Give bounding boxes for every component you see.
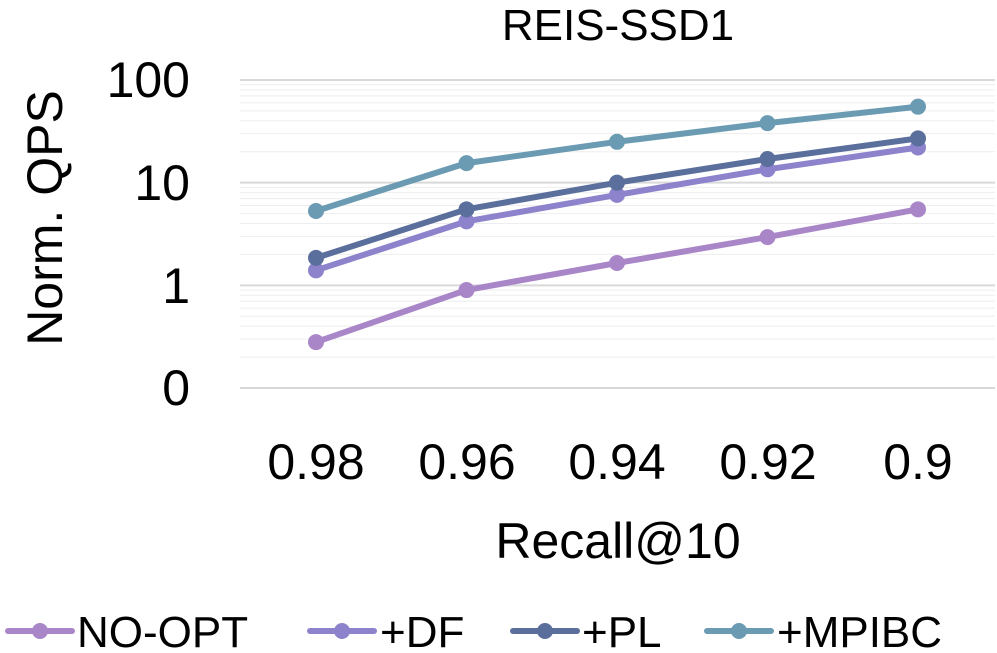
y-axis-label: Norm. QPS: [17, 90, 73, 346]
x-tick-labels: 0.98 0.96 0.94 0.92 0.9: [267, 434, 952, 490]
x-tick-label: 0.94: [568, 434, 665, 490]
data-point: [609, 255, 625, 272]
data-point: [458, 282, 475, 299]
data-point: [308, 334, 324, 351]
series-line: [313, 144, 921, 274]
legend-item: +DF: [307, 608, 464, 653]
y-tick-label: 1: [162, 258, 190, 314]
data-point: [759, 151, 776, 168]
legend-label: NO-OPT: [77, 608, 248, 653]
legend-item: NO-OPT: [5, 608, 248, 653]
data-point: [759, 115, 776, 132]
data-point: [308, 202, 324, 219]
data-point: [609, 133, 625, 150]
y-tick-labels: 100 10 1 0: [107, 52, 190, 416]
data-point: [759, 229, 776, 246]
x-axis-label: Recall@10: [495, 513, 740, 569]
data-point: [910, 130, 926, 147]
x-tick-label: 0.98: [267, 434, 364, 490]
data-point: [910, 201, 926, 218]
legend-marker: [334, 623, 350, 639]
x-tick-label: 0.92: [719, 434, 816, 490]
series-layer: [308, 98, 926, 351]
series-noopt: [308, 201, 926, 351]
legend-label: +PL: [582, 608, 662, 653]
y-tick-label: 10: [134, 155, 190, 211]
legend-marker: [32, 623, 48, 639]
series-mpibc: [308, 98, 926, 219]
legend-label: +DF: [380, 608, 464, 653]
legend: NO-OPT +DF +PL +MPIBC: [5, 608, 942, 653]
data-point: [609, 174, 625, 191]
data-point: [458, 201, 475, 218]
data-point: [308, 262, 324, 279]
legend-item: +MPIBC: [704, 608, 942, 653]
legend-label: +MPIBC: [777, 608, 942, 653]
legend-marker: [731, 623, 747, 639]
data-point: [609, 186, 625, 203]
x-tick-label: 0.9: [883, 434, 953, 490]
gridlines: [240, 79, 995, 389]
data-point: [308, 249, 324, 266]
y-tick-label: 100: [107, 52, 190, 108]
chart-title: REIS-SSD1: [502, 1, 734, 50]
x-tick-label: 0.96: [418, 434, 515, 490]
data-point: [910, 98, 926, 115]
y-tick-label: 0: [162, 360, 190, 416]
legend-item: +PL: [510, 608, 662, 653]
series-pl: [308, 130, 926, 266]
data-point: [458, 155, 475, 172]
legend-marker: [537, 623, 553, 639]
data-point: [458, 213, 475, 230]
